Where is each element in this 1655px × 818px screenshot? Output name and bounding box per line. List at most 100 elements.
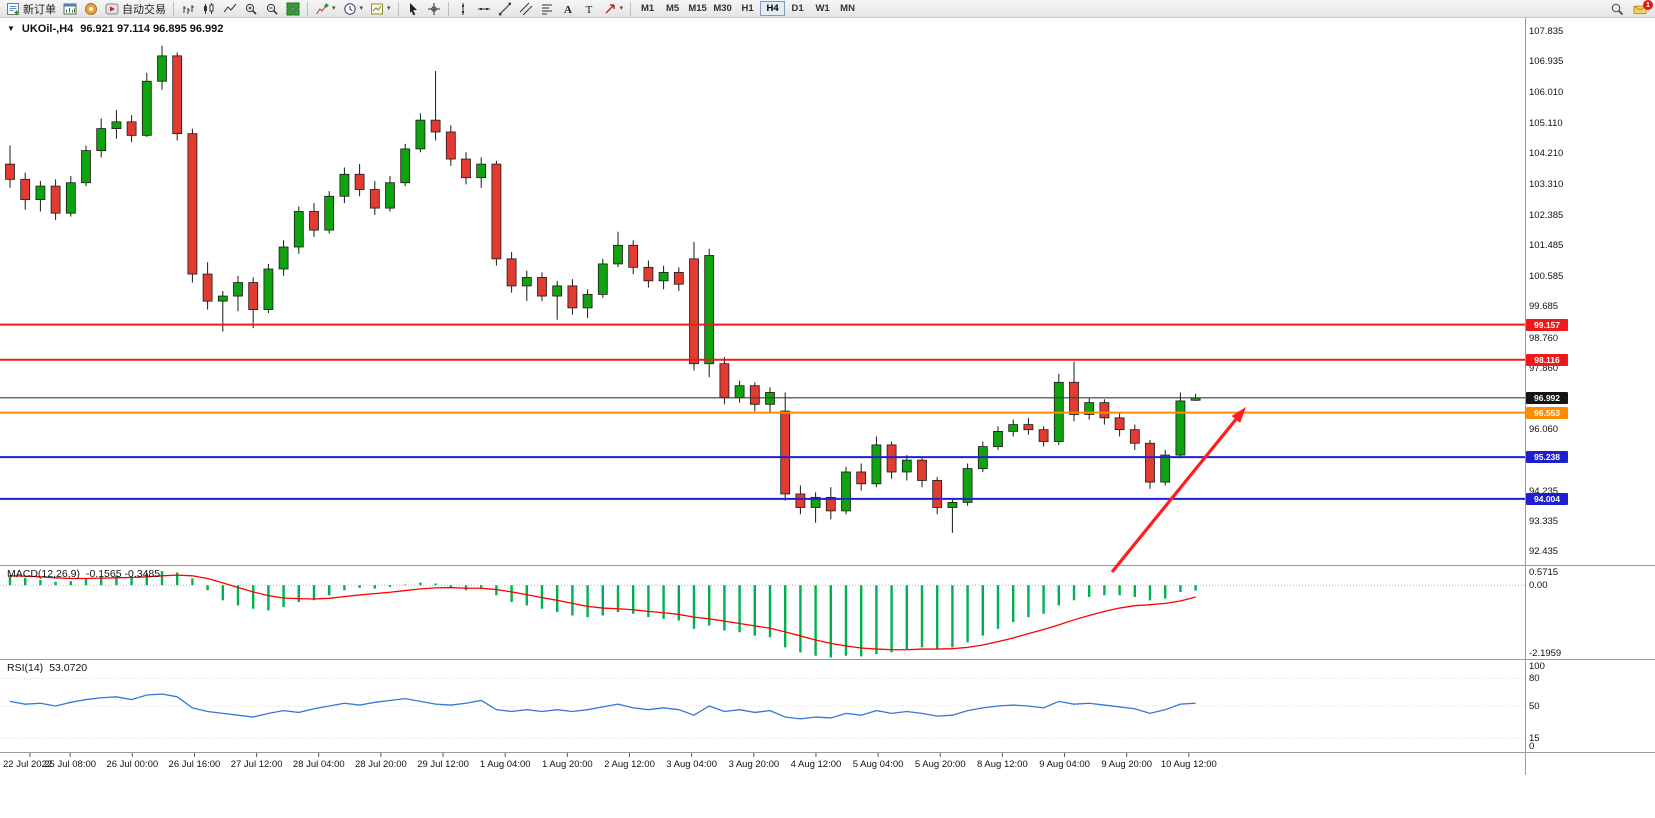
time-axis-label: 1 Aug 20:00: [541, 759, 593, 770]
candle: [141, 72, 152, 138]
vertical-line-button[interactable]: [453, 1, 473, 17]
macd-values: -0.1565 -0.3485: [85, 568, 161, 580]
price-tick-label: 96.060: [1529, 423, 1559, 435]
price-tick-label: 103.310: [1529, 178, 1564, 190]
timeframe-mn[interactable]: MN: [835, 1, 860, 16]
horizontal-line-button[interactable]: [474, 1, 494, 17]
candle: [689, 241, 699, 371]
candlestick-chart-button[interactable]: [199, 1, 219, 17]
cursor-button[interactable]: [403, 1, 423, 17]
candle: [765, 387, 775, 413]
tile-windows-button[interactable]: [283, 1, 303, 17]
macd-label: MACD(12,26,9): [7, 568, 80, 580]
timeframe-m5[interactable]: M5: [660, 1, 685, 16]
zoom-in-icon: [244, 2, 258, 16]
crosshair-button[interactable]: [424, 1, 444, 17]
candle: [233, 275, 243, 312]
candle: [521, 270, 532, 302]
price-tick-label: 101.485: [1529, 240, 1564, 252]
price-level-badge: 96.553: [1526, 406, 1568, 419]
toolbar-separator: [173, 1, 174, 16]
bar-chart-icon: [181, 2, 195, 16]
candle: [415, 113, 426, 153]
candle: [597, 258, 608, 298]
time-axis-label: 28 Jul 20:00: [355, 759, 407, 770]
candle: [263, 263, 274, 313]
macd-panel-title: MACD(12,26,9) -0.1565 -0.3485: [7, 568, 160, 580]
search-icon: [1610, 2, 1624, 16]
time-axis-label: 5 Aug 20:00: [914, 759, 966, 770]
community-button[interactable]: [81, 1, 101, 17]
rsi-tick-label: 50: [1529, 700, 1540, 712]
rsi-value: 53.0720: [49, 662, 88, 674]
price-tick-label: 106.010: [1529, 87, 1564, 99]
search-button[interactable]: [1607, 1, 1627, 17]
price-tick-label: 97.860: [1529, 362, 1559, 374]
candle: [187, 128, 198, 283]
candle: [369, 181, 380, 215]
bar-chart-button[interactable]: [178, 1, 198, 17]
rsi-tick-label: 80: [1529, 672, 1540, 684]
candle: [339, 167, 350, 204]
indicators-icon: [315, 2, 329, 16]
macd-tick-label: -2.1959: [1529, 648, 1562, 659]
candle: [780, 392, 791, 501]
candle: [871, 436, 882, 488]
new-order-label: 新订单: [23, 3, 56, 16]
timeframe-d1[interactable]: D1: [785, 1, 810, 16]
arrows-button[interactable]: ▾: [600, 1, 627, 17]
trendline-button[interactable]: [495, 1, 515, 17]
zoom-in-button[interactable]: [241, 1, 261, 17]
timeframe-m15[interactable]: M15: [685, 1, 710, 16]
price-tick-label: 104.210: [1529, 148, 1564, 160]
timeframe-group: M1 M5 M15 M30 H1 H4 D1 W1 MN: [635, 1, 860, 16]
charts-profile-button[interactable]: [60, 1, 80, 17]
autotrading-label: 自动交易: [122, 3, 166, 16]
rsi-tick-label: 15: [1529, 732, 1540, 744]
time-axis-label: 26 Jul 16:00: [168, 759, 221, 770]
text-button[interactable]: A: [558, 1, 578, 17]
chart-ohlc: 96.921 97.114 96.895 96.992: [80, 23, 224, 35]
fibonacci-button[interactable]: [537, 1, 557, 17]
timeframe-m1[interactable]: M1: [635, 1, 660, 16]
trendline-icon: [498, 2, 512, 16]
trend-arrow[interactable]: [1110, 407, 1246, 574]
timeframe-h1[interactable]: H1: [735, 1, 760, 16]
text-label-icon: T: [582, 2, 596, 16]
candle: [917, 456, 927, 488]
candle: [506, 252, 517, 293]
autotrading-button[interactable]: 自动交易: [102, 1, 169, 17]
indicators-button[interactable]: ▾: [312, 1, 339, 17]
candle: [400, 143, 411, 187]
zoom-out-button[interactable]: [262, 1, 282, 17]
candle: [734, 380, 745, 403]
line-chart-button[interactable]: [220, 1, 240, 17]
rsi-tick-label: 100: [1529, 661, 1545, 672]
price-tick-label: 105.110: [1529, 117, 1563, 129]
channel-button[interactable]: [516, 1, 536, 17]
autotrading-icon: [105, 2, 119, 16]
line-chart-icon: [223, 2, 237, 16]
new-order-button[interactable]: 新订单: [3, 1, 59, 17]
timeframe-m30[interactable]: M30: [710, 1, 735, 16]
time-axis-label: 22 Jul 2022: [3, 759, 53, 770]
chart-symbol-timeframe: UKOil-,H4: [21, 23, 74, 35]
notifications-button[interactable]: 1: [1630, 0, 1653, 17]
candle: [901, 455, 912, 481]
templates-button[interactable]: ▾: [367, 1, 394, 17]
price-level-badge: 96.992: [1526, 391, 1568, 404]
candle: [947, 499, 958, 533]
zoom-out-icon: [265, 2, 279, 16]
periods-button[interactable]: ▾: [340, 1, 367, 17]
time-axis-label: 4 Aug 12:00: [790, 759, 842, 770]
candle: [749, 382, 760, 412]
timeframe-w1[interactable]: W1: [810, 1, 835, 16]
timeframe-h4[interactable]: H4: [760, 1, 786, 16]
channel-icon: [519, 2, 533, 16]
svg-text:A: A: [564, 4, 572, 16]
price-level-badge: 99.157: [1526, 318, 1568, 331]
text-label-button[interactable]: T: [579, 1, 599, 17]
